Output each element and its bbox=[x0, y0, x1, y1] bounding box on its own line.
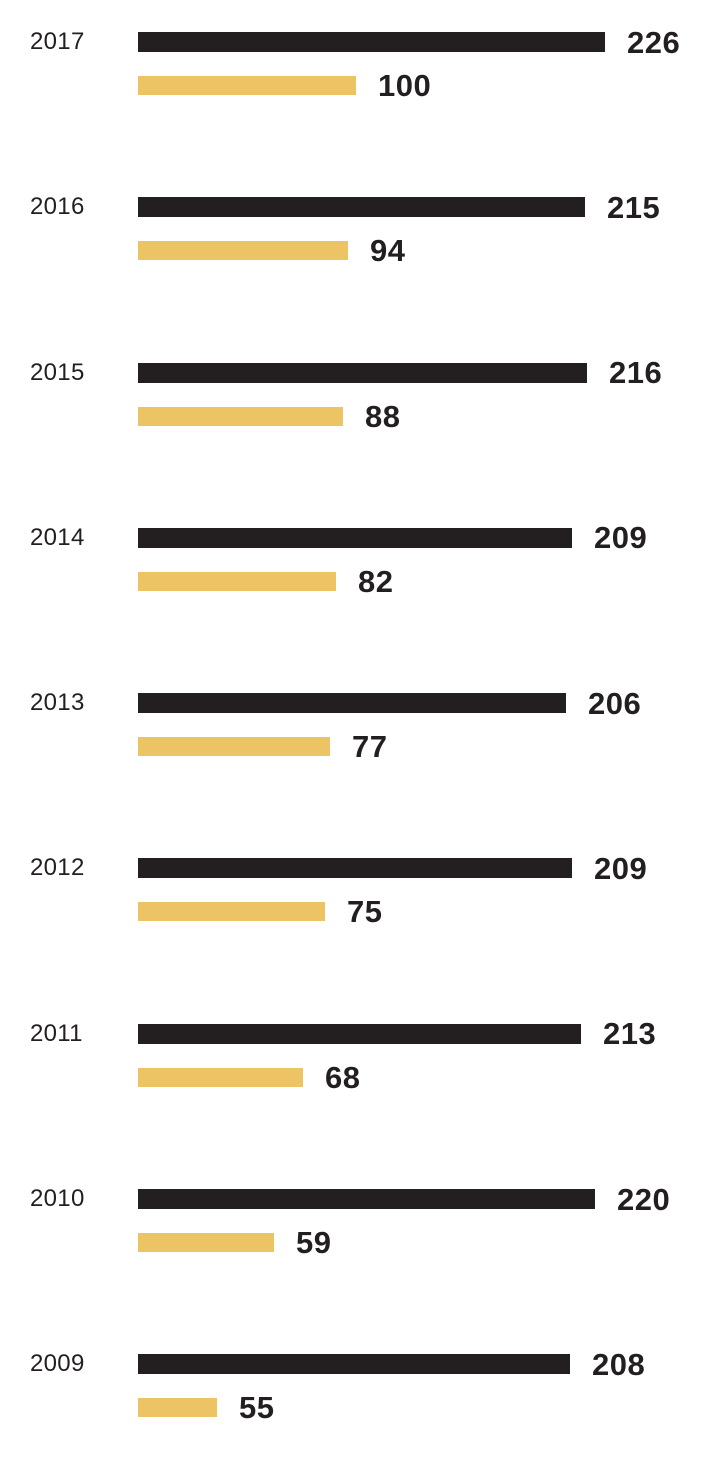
gold-bar bbox=[138, 1398, 217, 1418]
dark-bar-line: 213 bbox=[138, 1018, 719, 1049]
gold-bar bbox=[138, 902, 325, 922]
dark-bar bbox=[138, 197, 585, 218]
dark-bar bbox=[138, 1023, 581, 1044]
dark-bar-line: 209 bbox=[138, 853, 719, 884]
gold-bar bbox=[138, 737, 330, 757]
year-label: 2011 bbox=[30, 1019, 83, 1047]
gold-bar-value-label: 68 bbox=[325, 1059, 361, 1095]
dark-bar bbox=[138, 527, 572, 548]
dark-bar-value-label: 215 bbox=[607, 189, 661, 225]
year-label: 2013 bbox=[30, 689, 85, 717]
gold-bar-line: 75 bbox=[138, 896, 719, 927]
dark-bar-line: 206 bbox=[138, 688, 719, 719]
dark-bar bbox=[138, 858, 572, 879]
year-group-2011: 2011 213 68 bbox=[0, 1018, 719, 1189]
gold-bar-value-label: 88 bbox=[365, 398, 401, 434]
dark-bar bbox=[138, 1189, 595, 1210]
gold-bar-line: 88 bbox=[138, 401, 719, 432]
year-group-2012: 2012 209 75 bbox=[0, 853, 719, 1023]
year-group-2015: 2015 216 88 bbox=[0, 357, 719, 528]
bar-pair: 213 68 bbox=[138, 1018, 719, 1093]
bar-pair: 206 77 bbox=[138, 688, 719, 762]
gold-bar-value-label: 55 bbox=[239, 1390, 275, 1426]
year-group-2016: 2016 215 94 bbox=[0, 192, 719, 362]
gold-bar-value-label: 75 bbox=[347, 894, 383, 930]
gold-bar-value-label: 82 bbox=[358, 563, 394, 599]
gold-bar-value-label: 100 bbox=[378, 68, 432, 103]
dark-bar-line: 215 bbox=[138, 192, 719, 223]
gold-bar-value-label: 77 bbox=[352, 729, 388, 765]
gold-bar bbox=[138, 241, 348, 261]
dark-bar-value-label: 216 bbox=[609, 355, 663, 391]
dark-bar-line: 220 bbox=[138, 1184, 719, 1215]
dark-bar bbox=[138, 32, 605, 52]
year-label: 2010 bbox=[30, 1185, 85, 1213]
bar-pair: 209 75 bbox=[138, 853, 719, 927]
dark-bar-value-label: 220 bbox=[617, 1181, 671, 1217]
bar-pair: 220 59 bbox=[138, 1184, 719, 1258]
year-group-2017: 2017 226 100 bbox=[0, 27, 719, 197]
year-group-2009: 2009 208 55 bbox=[0, 1349, 719, 1458]
bar-pair: 216 88 bbox=[138, 357, 719, 432]
dark-bar bbox=[138, 693, 566, 714]
bar-pair: 226 100 bbox=[138, 27, 719, 101]
dark-bar bbox=[138, 1354, 570, 1375]
bar-pair: 208 55 bbox=[138, 1349, 719, 1423]
gold-bar-line: 68 bbox=[138, 1062, 719, 1093]
dark-bar bbox=[138, 362, 587, 383]
gold-bar bbox=[138, 1067, 303, 1087]
gold-bar bbox=[138, 76, 356, 95]
year-group-2014: 2014 209 82 bbox=[0, 522, 719, 693]
gold-bar bbox=[138, 571, 336, 591]
dark-bar-value-label: 208 bbox=[592, 1346, 646, 1382]
gold-bar bbox=[138, 406, 343, 426]
year-label: 2015 bbox=[30, 358, 85, 386]
gold-bar-value-label: 59 bbox=[296, 1225, 332, 1261]
bar-pair: 209 82 bbox=[138, 522, 719, 597]
gold-bar-line: 100 bbox=[138, 70, 719, 101]
year-group-2010: 2010 220 59 bbox=[0, 1184, 719, 1354]
year-label: 2009 bbox=[30, 1350, 85, 1378]
dark-bar-value-label: 209 bbox=[594, 850, 648, 886]
dark-bar-line: 226 bbox=[138, 27, 719, 58]
gold-bar-line: 55 bbox=[138, 1392, 719, 1423]
dark-bar-value-label: 209 bbox=[594, 520, 648, 556]
dark-bar-line: 216 bbox=[138, 357, 719, 388]
dark-bar-value-label: 206 bbox=[588, 685, 642, 721]
gold-bar-line: 82 bbox=[138, 566, 719, 597]
dark-bar-line: 209 bbox=[138, 522, 719, 553]
year-label: 2016 bbox=[30, 193, 85, 221]
dark-bar-value-label: 226 bbox=[627, 24, 681, 60]
gold-bar-value-label: 94 bbox=[370, 233, 406, 269]
gold-bar-line: 59 bbox=[138, 1227, 719, 1258]
bar-pair: 215 94 bbox=[138, 192, 719, 266]
dark-bar-value-label: 213 bbox=[603, 1016, 657, 1052]
gold-bar-line: 94 bbox=[138, 235, 719, 266]
gold-bar-line: 77 bbox=[138, 731, 719, 762]
year-group-2013: 2013 206 77 bbox=[0, 688, 719, 858]
dark-bar-line: 208 bbox=[138, 1349, 719, 1380]
gold-bar bbox=[138, 1233, 274, 1253]
year-label: 2012 bbox=[30, 854, 85, 882]
year-label: 2017 bbox=[30, 28, 85, 55]
year-label: 2014 bbox=[30, 523, 85, 551]
